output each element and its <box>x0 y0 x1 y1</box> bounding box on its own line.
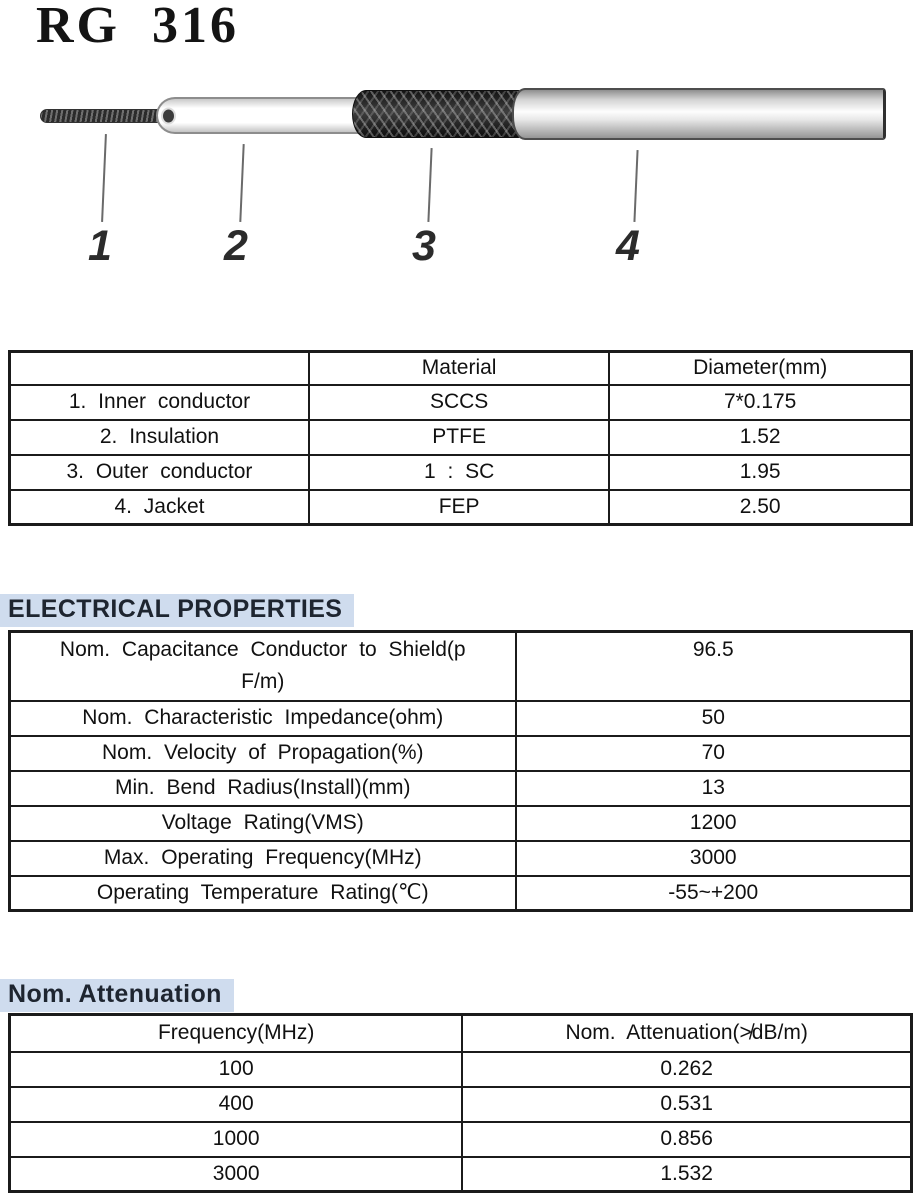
cell-value: 96.5 <box>514 630 913 702</box>
cell-property: Max. Operating Frequency(MHz) <box>8 839 517 877</box>
callout-number-3: 3 <box>412 222 436 270</box>
page-title: RG 316 <box>36 0 239 54</box>
cell-property: Operating Temperature Rating(℃) <box>8 874 517 912</box>
table-row: 3000 1.532 <box>8 1155 913 1193</box>
cell-frequency: 100 <box>8 1050 464 1088</box>
table-header-row: Material Diameter(mm) <box>8 350 913 386</box>
property-label-line2: F/m) <box>241 670 285 694</box>
table-row: Max. Operating Frequency(MHz) 3000 <box>8 839 913 877</box>
callout-line-1 <box>101 133 107 223</box>
cell-material: FEP <box>307 488 611 526</box>
table-row: Nom. Velocity of Propagation(%) 70 <box>8 734 913 772</box>
callout-line-3 <box>427 147 433 223</box>
table-row: 1000 0.856 <box>8 1120 913 1158</box>
table-header-row: Frequency(MHz) Nom. Attenuation(≯dB/m) <box>8 1013 913 1053</box>
cell-property: Nom. Capacitance Conductor to Shield(p F… <box>8 630 517 702</box>
property-label-line1: Nom. Capacitance Conductor to Shield(p <box>59 638 466 662</box>
table-row: Operating Temperature Rating(℃) -55~+200 <box>8 874 913 912</box>
header-cell-material: Material <box>307 350 611 386</box>
table-row: Min. Bend Radius(Install)(mm) 13 <box>8 769 913 807</box>
materials-table: Material Diameter(mm) 1. Inner conductor… <box>8 350 913 526</box>
table-row: 400 0.531 <box>8 1085 913 1123</box>
cell-part: 3. Outer conductor <box>8 453 310 491</box>
cell-diameter: 7*0.175 <box>608 383 913 421</box>
table-row: Nom. Capacitance Conductor to Shield(p F… <box>8 630 913 702</box>
table-row: 100 0.262 <box>8 1050 913 1088</box>
cell-part: 4. Jacket <box>8 488 310 526</box>
cell-part: 1. Inner conductor <box>8 383 310 421</box>
header-cell-attenuation: Nom. Attenuation(≯dB/m) <box>461 1013 913 1053</box>
cell-frequency: 400 <box>8 1085 464 1123</box>
table-row: 4. Jacket FEP 2.50 <box>8 488 913 526</box>
cell-value: 3000 <box>514 839 913 877</box>
attenuation-table: Frequency(MHz) Nom. Attenuation(≯dB/m) 1… <box>8 1013 913 1193</box>
table-row: 3. Outer conductor 1 : SC 1.95 <box>8 453 913 491</box>
cell-attenuation: 0.856 <box>461 1120 913 1158</box>
cell-material: 1 : SC <box>307 453 611 491</box>
cell-value: -55~+200 <box>514 874 913 912</box>
electrical-properties-heading: ELECTRICAL PROPERTIES <box>0 594 355 627</box>
callout-number-2: 2 <box>224 222 248 270</box>
insulation-graphic <box>156 97 364 134</box>
cell-property: Nom. Characteristic Impedance(ohm) <box>8 699 517 737</box>
cell-diameter: 1.95 <box>608 453 913 491</box>
table-row: 1. Inner conductor SCCS 7*0.175 <box>8 383 913 421</box>
header-cell-empty <box>8 350 310 386</box>
callout-number-4: 4 <box>616 222 640 270</box>
cell-frequency: 1000 <box>8 1120 464 1158</box>
header-cell-diameter: Diameter(mm) <box>608 350 913 386</box>
callout-line-4 <box>633 149 639 223</box>
table-row: 2. Insulation PTFE 1.52 <box>8 418 913 456</box>
electrical-properties-table: Nom. Capacitance Conductor to Shield(p F… <box>8 630 913 912</box>
header-cell-frequency: Frequency(MHz) <box>8 1013 464 1053</box>
cell-attenuation: 0.262 <box>461 1050 913 1088</box>
table-row: Voltage Rating(VMS) 1200 <box>8 804 913 842</box>
cell-value: 13 <box>514 769 913 807</box>
cell-frequency: 3000 <box>8 1155 464 1193</box>
callout-line-2 <box>239 143 245 223</box>
cell-property: Min. Bend Radius(Install)(mm) <box>8 769 517 807</box>
cell-attenuation: 0.531 <box>461 1085 913 1123</box>
cell-part: 2. Insulation <box>8 418 310 456</box>
attenuation-heading: Nom. Attenuation <box>0 979 234 1012</box>
cell-property: Voltage Rating(VMS) <box>8 804 517 842</box>
cell-value: 70 <box>514 734 913 772</box>
table-row: Nom. Characteristic Impedance(ohm) 50 <box>8 699 913 737</box>
jacket-graphic <box>512 88 886 140</box>
cell-material: PTFE <box>307 418 611 456</box>
cell-property: Nom. Velocity of Propagation(%) <box>8 734 517 772</box>
cell-value: 1200 <box>514 804 913 842</box>
cell-diameter: 2.50 <box>608 488 913 526</box>
cell-attenuation: 1.532 <box>461 1155 913 1193</box>
cell-diameter: 1.52 <box>608 418 913 456</box>
outer-conductor-graphic <box>352 90 524 138</box>
cell-material: SCCS <box>307 383 611 421</box>
callout-number-1: 1 <box>88 222 112 270</box>
cell-value: 50 <box>514 699 913 737</box>
inner-conductor-graphic <box>40 109 172 123</box>
